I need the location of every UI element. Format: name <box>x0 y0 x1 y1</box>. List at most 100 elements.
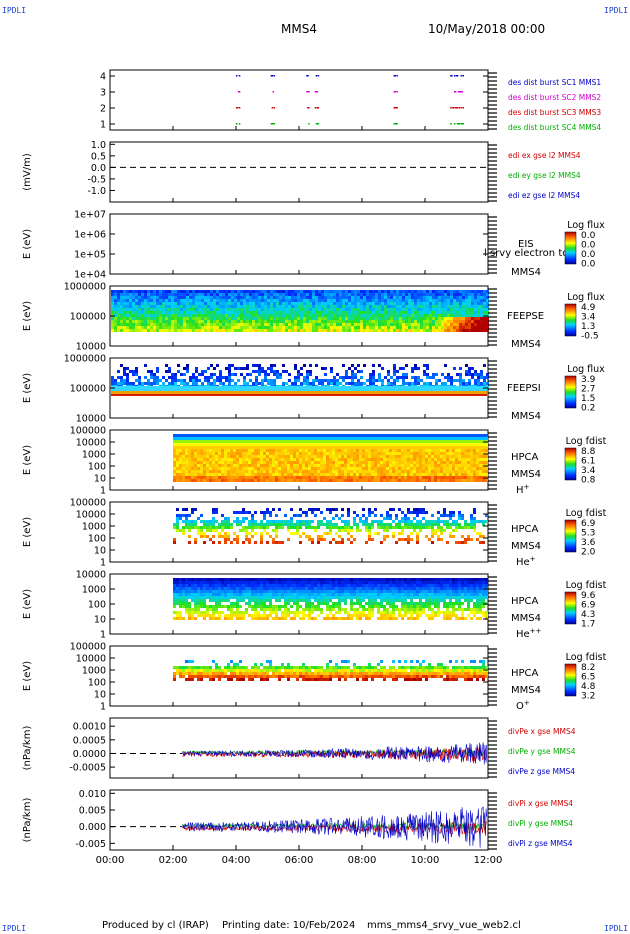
spectrogram-cell <box>426 314 429 317</box>
spectrogram-cell <box>468 379 471 382</box>
spectrogram-cell <box>188 608 191 611</box>
spectrogram-cell <box>465 323 468 326</box>
spectrogram-cell <box>450 382 453 385</box>
spectrogram-cell <box>294 382 297 385</box>
spectrogram-cell <box>212 520 215 523</box>
spectrogram-cell <box>351 379 354 382</box>
spectrogram-cell <box>242 511 245 514</box>
spectrogram-cell <box>437 440 440 443</box>
spectrogram-cell <box>288 311 291 314</box>
spectrogram-cell <box>338 455 341 458</box>
spectrogram-cell <box>147 320 150 323</box>
spectrogram-cell <box>447 317 450 320</box>
spectrogram-cell <box>173 538 176 541</box>
spectrogram-cell <box>486 308 489 311</box>
spectrogram-cell <box>348 323 351 326</box>
spectrogram-cell <box>282 296 285 299</box>
spectrogram-cell <box>281 434 284 437</box>
spectrogram-cell <box>375 314 378 317</box>
spectrogram-cell <box>279 293 282 296</box>
spectrogram-cell <box>386 449 389 452</box>
spectrogram-cell <box>240 317 243 320</box>
spectrogram-cell <box>284 476 287 479</box>
spectrogram-cell <box>344 479 347 482</box>
spectrogram-cell <box>476 464 479 467</box>
spectrogram-cell <box>263 440 266 443</box>
spectrogram-cell <box>410 458 413 461</box>
spectrogram-cell <box>453 317 456 320</box>
spectrogram-cell <box>257 476 260 479</box>
spectrogram-cell <box>414 364 417 367</box>
spectrogram-cell <box>189 296 192 299</box>
spectrogram-cell <box>254 455 257 458</box>
spectrogram-cell <box>416 476 419 479</box>
spectrogram-cell <box>321 302 324 305</box>
spectrogram-cell <box>246 320 249 323</box>
spectrogram-cell <box>413 461 416 464</box>
spectrogram-cell <box>359 434 362 437</box>
spectrogram-cell <box>141 296 144 299</box>
spectrogram-cell <box>383 455 386 458</box>
spectrogram-cell <box>306 308 309 311</box>
spectrogram-cell <box>222 382 225 385</box>
spectrogram-cell <box>465 293 468 296</box>
spectrogram-cell <box>486 373 489 376</box>
spectrogram-cell <box>111 311 114 314</box>
spectrogram-cell <box>416 532 419 535</box>
spectrogram-cell <box>194 446 197 449</box>
spectrogram-cell <box>377 526 380 529</box>
spectrogram-cell <box>401 458 404 461</box>
spectrogram-cell <box>206 529 209 532</box>
spectrogram-cell <box>348 293 351 296</box>
spectrogram-cell <box>212 452 215 455</box>
spectrogram-cell <box>444 308 447 311</box>
spectrogram-cell <box>179 434 182 437</box>
spectrogram-cell <box>471 376 474 379</box>
spectrogram-cell <box>467 526 470 529</box>
spectrogram-cell <box>276 299 279 302</box>
spectrogram-cell <box>332 452 335 455</box>
spectrogram-cell <box>216 376 219 379</box>
spectrogram-cell <box>459 323 462 326</box>
spectrogram-cell <box>470 514 473 517</box>
spectrogram-cell <box>257 452 260 455</box>
spectrogram-cell <box>377 449 380 452</box>
spectrogram-cell <box>365 467 368 470</box>
spectrogram-cell <box>458 437 461 440</box>
spectrogram-cell <box>270 311 273 314</box>
spectrogram-cell <box>381 308 384 311</box>
spectrogram-cell <box>323 440 326 443</box>
spectrogram-cell <box>432 308 435 311</box>
spectrogram-cell <box>206 520 209 523</box>
spectrogram-cell <box>275 464 278 467</box>
spectrogram-cell <box>215 479 218 482</box>
spectrogram-cell <box>374 449 377 452</box>
spectrogram-cell <box>413 467 416 470</box>
spectrogram-cell <box>485 467 488 470</box>
spectrogram-cell <box>483 296 486 299</box>
spectrogram-cell <box>321 314 324 317</box>
spectrogram-cell <box>440 532 443 535</box>
spectrogram-cell <box>345 290 348 293</box>
spectrogram-cell <box>357 314 360 317</box>
spectrogram-cell <box>456 314 459 317</box>
spectrogram-cell <box>405 376 408 379</box>
spectrogram-cell <box>183 293 186 296</box>
spectrogram-cell <box>456 326 459 329</box>
spectrogram-cell <box>341 520 344 523</box>
spectrogram-cell <box>462 299 465 302</box>
spectrogram-cell <box>471 314 474 317</box>
flux-band <box>111 394 487 396</box>
spectrogram-cell <box>455 461 458 464</box>
spectrogram-cell <box>222 317 225 320</box>
spectrogram-cell <box>420 302 423 305</box>
spectrogram-cell <box>402 376 405 379</box>
spectrogram-cell <box>336 320 339 323</box>
colorbar <box>564 519 577 553</box>
spectrogram-cell <box>263 529 266 532</box>
spectrogram-cell <box>245 532 248 535</box>
spectrogram-cell <box>293 523 296 526</box>
y-tick-label: 1000 <box>82 522 106 533</box>
spectrogram-cell <box>227 446 230 449</box>
spectrogram-cell <box>191 464 194 467</box>
